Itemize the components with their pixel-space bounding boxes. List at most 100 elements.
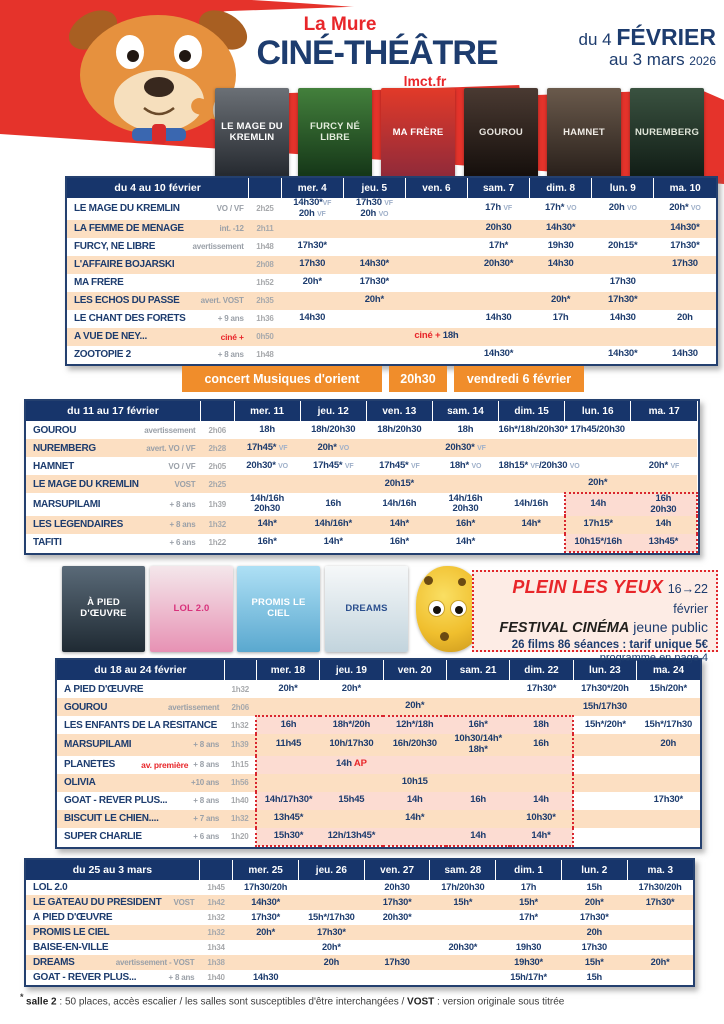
date-to: au 3 mars [608, 50, 690, 70]
showtime-cell [255, 755, 320, 774]
showtime-cell [343, 310, 405, 328]
concert-banner: concert Musiques d'orient 20h30 vendredi… [182, 366, 584, 392]
showtime-cell: 16h 20h30 [630, 492, 699, 516]
showtime-cell [627, 925, 693, 940]
film-duration: 2h35 [248, 291, 282, 310]
film-title: LE GÂTEAU DU PRÉSIDENT [33, 897, 162, 908]
showtime-cell [446, 755, 510, 774]
day-header: ma. 10 [653, 178, 716, 198]
showtime-cell [573, 773, 637, 792]
showtime-cell: 15h [586, 882, 603, 893]
film-row-le-chant-des-for-ts: LE CHANT DES FORÊTS + 9 ans 1h36 14h30 14h30… [67, 310, 716, 328]
showtime-cell: 17h30* [364, 895, 430, 910]
film-row-gourou: GOUROU avertissement 2h06 20h* 15h/17h30 [57, 698, 700, 716]
film-row-pied-d-uvre: À PIED D'ŒUVRE 1h32 20h* 20h* 17h30* 17h30*/2… [57, 680, 700, 698]
showtime-cell: 17h30* [670, 240, 700, 252]
showtime-cell [256, 698, 320, 716]
film-duration: 1h32 [200, 515, 235, 534]
showtime-cell [300, 475, 367, 493]
showtime-cell [234, 475, 301, 493]
showtime-cell: 14h30 [671, 348, 698, 360]
showtime-cell: 13h45* [255, 809, 320, 828]
footnote-star: * [20, 992, 27, 1002]
poster-dreams: DREAMS [325, 566, 408, 652]
showtime-cell: 19h30 [515, 942, 542, 953]
concert-title: concert Musiques d'orient [182, 366, 382, 392]
showtime-cell: 14h* [509, 827, 575, 847]
showtime-cell [446, 680, 509, 698]
date-range: du 4 FÉVRIER au 3 mars 2026 [520, 24, 717, 70]
showtime-cell: 10h15*/16h [563, 533, 631, 553]
date-from-prefix: du 4 [578, 30, 617, 49]
showtime-cell: 20h* [341, 682, 362, 694]
film-title: OLIVIA [64, 777, 96, 789]
film-duration: 1h56 [224, 773, 257, 792]
duration-column-header [248, 178, 282, 198]
film-title: MARSUPILAMI [64, 739, 132, 751]
film-row-les-enfants-de-la-r-sitance: LES ENFANTS DE LA RÉSITANCE 1h32 16h 18h*/2… [57, 715, 700, 734]
showtime-cell: 20h* [321, 942, 341, 953]
showtime-cell [499, 534, 565, 552]
film-meta: avert. VO / VF [146, 443, 196, 453]
film-title: GOUROU [33, 424, 77, 436]
showtime-cell [573, 756, 636, 774]
showtime-cell [298, 895, 365, 910]
showtime-cell: 17h45* VF [234, 439, 301, 457]
showtime-cell [432, 475, 499, 493]
poster-gourou: GOUROU [464, 88, 538, 178]
film-duration: 1h32 [231, 720, 249, 730]
film-duration: 1h38 [199, 955, 233, 970]
showtime-cell [405, 219, 468, 238]
film-row-super-charlie: SUPER CHARLIE + 6 ans 1h20 15h30* 12h/13h45*… [57, 827, 700, 847]
showtime-cell: 14h [563, 492, 631, 516]
showtime-cell: 14h30 [252, 972, 279, 983]
showtime-cell: 15h* [429, 895, 496, 910]
film-row-a-vue-de-ney: A VUE DE NEY... ciné + 0h50 ciné + 18h [67, 327, 716, 346]
film-duration: 1h39 [224, 734, 257, 756]
showtime-cell: 17h30* [653, 794, 684, 806]
showtime-cell [636, 698, 700, 716]
showtime-cell [429, 925, 496, 940]
showtime-cell: 15h45 [319, 791, 384, 810]
showtime-cell: 14h30 [529, 255, 592, 274]
showtime-cell: 20h* [302, 276, 322, 288]
showtime-cell: 16h* [432, 515, 499, 534]
film-duration: 1h22 [208, 538, 227, 548]
showtime-cell: 18h* VO [449, 459, 482, 471]
film-meta: + 6 ans [193, 832, 220, 842]
website-url: lmct.fr [403, 73, 447, 89]
film-title: LES LÉGENDAIRES [33, 519, 123, 531]
day-header: ma. 24 [636, 660, 700, 680]
showtime-cell [405, 198, 467, 220]
film-meta: + 6 ans [169, 538, 196, 548]
week-label: du 11 au 17 février [26, 401, 201, 421]
film-row-baise-en-ville: BAISE-EN-VILLE 1h34 20h* 20h30* 19h30 17h30 [26, 940, 693, 955]
showtime-cell: 12h/13h45* [319, 827, 384, 847]
showtime-cell: 14h30* [343, 255, 406, 274]
film-duration: 2h08 [248, 255, 282, 274]
film-duration: 0h50 [248, 327, 282, 346]
showtime-cell: 15h*/17h30 [308, 912, 355, 923]
showtime-cell [591, 219, 654, 238]
showtime-cell: 14h30 [609, 312, 636, 324]
showtime-cell: 17h30 VF 20h VO [355, 197, 393, 219]
film-meta: + 8 ans [217, 350, 244, 360]
film-duration: 2h25 [200, 475, 235, 493]
film-title: MA FRÈRE [74, 277, 124, 289]
showtime-cell: 16h* [389, 536, 409, 548]
showtime-cell [573, 792, 636, 810]
film-row-biscuit-le-chien: BISCUIT LE CHIEN.... + 7 ans 1h32 13h45* 14h… [57, 809, 700, 828]
film-row-les-chos-du-pass: LES ÉCHOS DU PASSÉ avert. VOST 2h35 20h* 20h… [67, 291, 716, 310]
showtime-cell [299, 970, 365, 985]
day-header: lun. 23 [572, 660, 637, 680]
showtime-cell: 16h [255, 715, 320, 734]
festival-pricing: 26 films 86 séances : tarif unique 5€ [511, 639, 708, 652]
showtime-cell: 17h45/20h30 [570, 423, 626, 435]
film-meta: + 7 ans [193, 814, 220, 824]
film-meta: + 8 ans [193, 760, 220, 770]
showtime-cell [467, 327, 530, 346]
showtime-cell [430, 910, 496, 925]
showtime-cell: 17h30* [627, 895, 693, 910]
showtime-cell: 14h [383, 791, 447, 810]
day-header: jeu. 5 [342, 178, 406, 198]
